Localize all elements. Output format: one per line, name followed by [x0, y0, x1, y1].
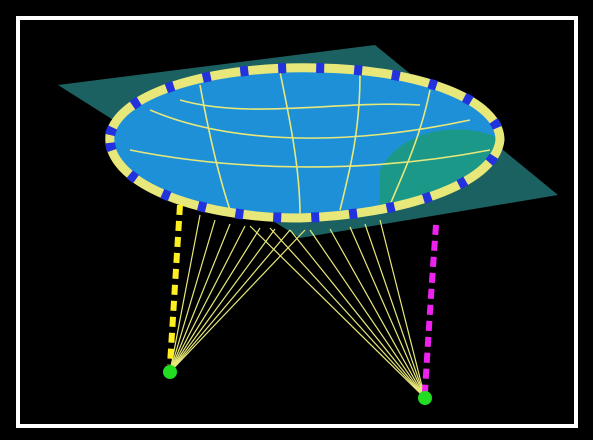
- bowl-shade: [380, 129, 498, 205]
- left-post: [167, 204, 183, 366]
- rim: [105, 63, 505, 223]
- frame: [16, 16, 578, 428]
- right-post: [422, 224, 439, 393]
- bowl-mesh: [129, 71, 491, 216]
- strings: [169, 214, 426, 399]
- anchor: [418, 391, 432, 405]
- anchor: [163, 365, 177, 379]
